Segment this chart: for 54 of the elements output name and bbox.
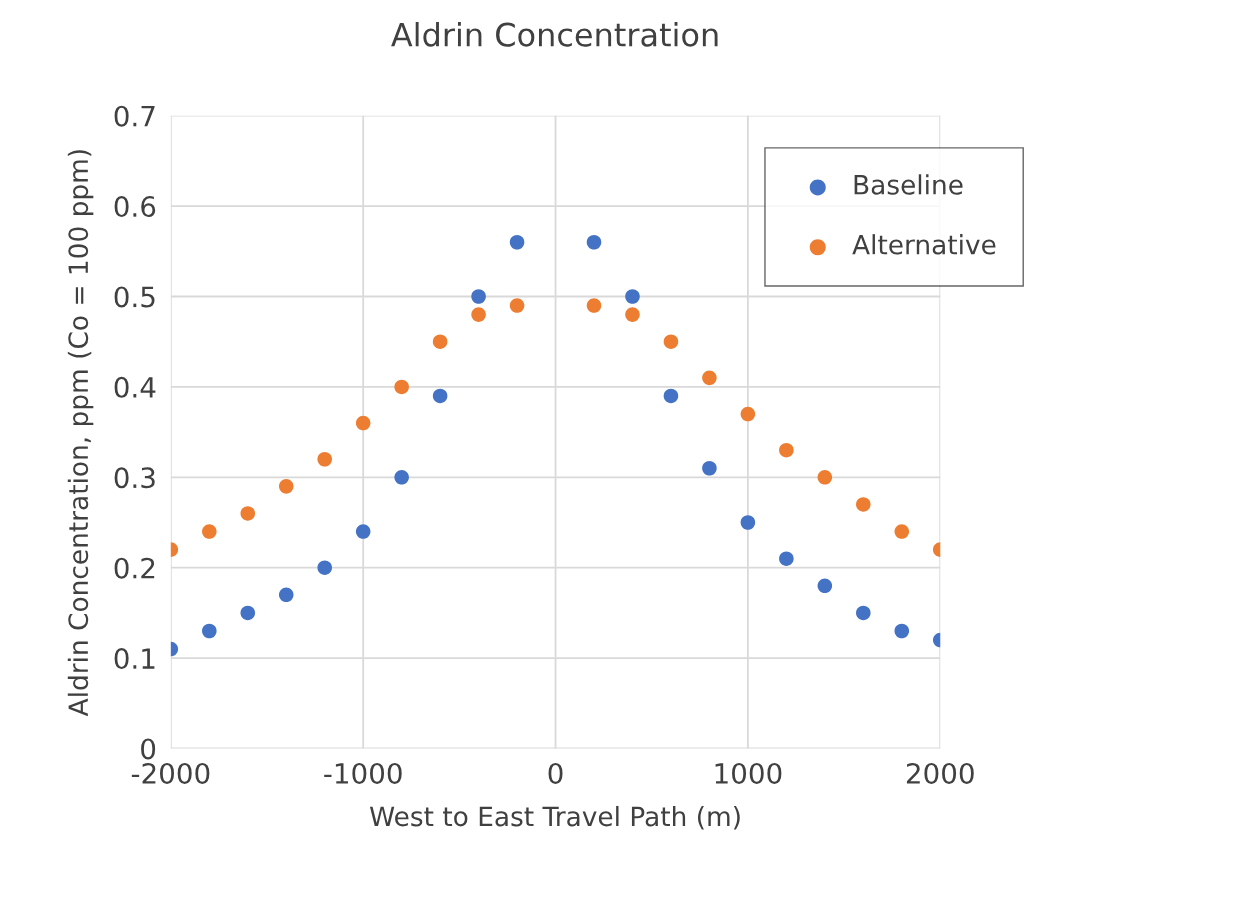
- point: [817, 470, 833, 485]
- chart-title: Aldrin Concentration: [391, 21, 718, 47]
- point: [740, 515, 756, 530]
- x-tick-label: 0: [548, 762, 563, 784]
- y-tick-label: 0: [141, 738, 156, 760]
- point: [394, 470, 409, 485]
- x-tick-label: 1000: [715, 762, 782, 784]
- point: [355, 415, 371, 431]
- x-tick-label: -2000: [131, 762, 210, 784]
- y-tick-label: 0.5: [114, 286, 155, 308]
- point: [894, 623, 910, 639]
- x-tick-label: 2000: [906, 762, 974, 784]
- y-tick-label: 0.3: [114, 467, 155, 489]
- legend-label: Baseline: [854, 174, 963, 195]
- y-tick-label: 0.2: [114, 557, 155, 579]
- point: [894, 524, 910, 539]
- point: [240, 506, 256, 521]
- point: [394, 379, 409, 395]
- point: [856, 497, 871, 512]
- point: [586, 234, 602, 250]
- x-tick-label: -1000: [324, 762, 402, 784]
- point: [740, 406, 756, 422]
- point: [202, 623, 217, 639]
- point: [278, 587, 294, 603]
- point: [471, 289, 486, 304]
- point: [702, 460, 717, 476]
- y-tick-label: 0.1: [114, 648, 155, 670]
- y-tick-label: 0.6: [114, 196, 156, 218]
- point: [817, 578, 833, 594]
- point: [625, 289, 640, 304]
- point: [240, 605, 256, 621]
- point: [202, 524, 217, 539]
- point: [432, 388, 448, 404]
- point: [779, 551, 794, 566]
- point: [702, 370, 717, 386]
- point: [509, 234, 525, 250]
- point: [856, 605, 871, 621]
- point: [625, 307, 640, 322]
- x-axis-title: West to East Travel Path (m): [369, 805, 740, 830]
- point: [355, 524, 371, 539]
- y-tick-label: 0.4: [114, 376, 156, 398]
- point: [317, 560, 332, 575]
- point: [779, 442, 794, 458]
- point: [471, 307, 486, 322]
- point: [663, 334, 679, 349]
- legend-label: Alternative: [852, 234, 996, 255]
- point: [317, 451, 332, 467]
- y-tick-label: 0.7: [114, 105, 155, 127]
- point: [509, 298, 525, 313]
- point: [586, 298, 602, 313]
- y-axis-title: Aldrin Concentration, ppm (Co = 100 ppm): [67, 150, 94, 717]
- point: [278, 479, 294, 494]
- point: [432, 334, 448, 349]
- point: [663, 388, 679, 404]
